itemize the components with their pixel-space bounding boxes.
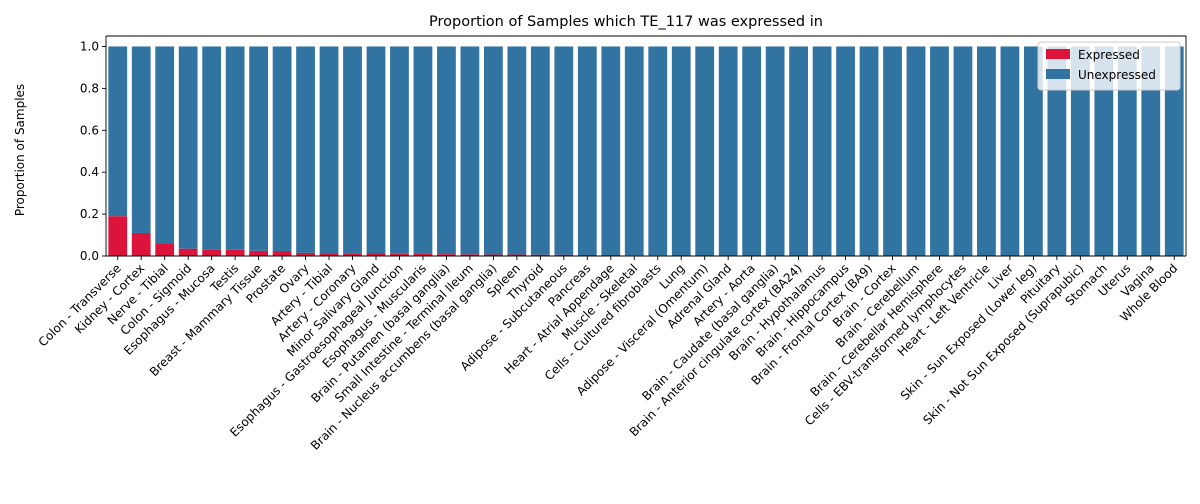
legend-label-unexpressed: Unexpressed <box>1078 68 1156 82</box>
expressed-bar-17 <box>507 254 527 256</box>
unexpressed-bar-10 <box>343 46 362 254</box>
unexpressed-bar-42 <box>1094 46 1114 257</box>
expressed-bar-1 <box>131 232 151 256</box>
y-tick-label-0: 0.0 <box>80 249 99 263</box>
expressed-bar-3 <box>178 248 198 256</box>
unexpressed-bar-2 <box>155 46 175 244</box>
expressed-bar-13 <box>413 253 433 256</box>
expressed-bar-6 <box>249 250 268 256</box>
expressed-bar-4 <box>202 249 222 256</box>
y-tick-label-4: 0.8 <box>80 81 99 95</box>
unexpressed-bar-44 <box>1141 46 1161 257</box>
unexpressed-bar-28 <box>765 46 785 257</box>
unexpressed-bar-17 <box>507 46 527 255</box>
unexpressed-bar-40 <box>1047 46 1067 257</box>
unexpressed-bar-24 <box>671 46 691 257</box>
legend-swatch-expressed <box>1046 49 1070 59</box>
expressed-bar-15 <box>460 254 480 256</box>
y-tick-label-5: 1.0 <box>80 39 99 53</box>
chart-title: Proportion of Samples which TE_117 was e… <box>429 14 823 30</box>
unexpressed-bar-7 <box>272 46 292 251</box>
unexpressed-bar-1 <box>131 46 151 233</box>
expressed-bar-20 <box>577 254 597 256</box>
unexpressed-bar-37 <box>977 46 996 257</box>
expressed-bar-12 <box>390 253 409 256</box>
expressed-bar-14 <box>437 254 456 256</box>
legend: Expressed Unexpressed <box>1037 41 1181 91</box>
unexpressed-bar-3 <box>178 46 198 249</box>
unexpressed-bar-36 <box>953 46 973 257</box>
unexpressed-bar-6 <box>249 46 268 251</box>
unexpressed-bar-27 <box>742 46 762 257</box>
unexpressed-bar-43 <box>1117 46 1137 257</box>
unexpressed-bar-9 <box>319 46 339 254</box>
unexpressed-bar-8 <box>296 46 315 253</box>
unexpressed-bar-22 <box>624 46 644 256</box>
unexpressed-bar-18 <box>530 46 550 255</box>
legend-box <box>1037 41 1181 91</box>
expressed-bar-9 <box>319 253 339 256</box>
unexpressed-bar-25 <box>695 46 715 257</box>
unexpressed-bar-35 <box>930 46 949 257</box>
legend-swatch-unexpressed <box>1046 69 1070 79</box>
unexpressed-bar-11 <box>366 46 386 254</box>
bars-layer <box>108 46 1184 257</box>
expressed-bar-5 <box>225 249 245 256</box>
unexpressed-bar-16 <box>484 46 503 255</box>
expressed-bar-2 <box>155 243 175 256</box>
expressed-bar-11 <box>366 253 386 256</box>
unexpressed-bar-26 <box>718 46 738 257</box>
y-tick-label-2: 0.4 <box>80 165 99 179</box>
unexpressed-bar-5 <box>225 46 245 250</box>
unexpressed-bar-4 <box>202 46 222 250</box>
unexpressed-bar-0 <box>108 46 128 217</box>
legend-label-expressed: Expressed <box>1078 48 1140 62</box>
unexpressed-bar-34 <box>906 46 926 257</box>
unexpressed-bar-33 <box>883 46 902 257</box>
unexpressed-bar-13 <box>413 46 433 254</box>
unexpressed-bar-29 <box>789 46 808 257</box>
expressed-bar-0 <box>108 216 128 256</box>
unexpressed-bar-41 <box>1070 46 1090 257</box>
unexpressed-bar-39 <box>1024 46 1043 257</box>
unexpressed-bar-30 <box>812 46 832 257</box>
expressed-bar-19 <box>554 254 574 256</box>
expressed-bar-8 <box>296 252 315 256</box>
unexpressed-bar-19 <box>554 46 574 255</box>
unexpressed-bar-32 <box>859 46 879 257</box>
unexpressed-bar-31 <box>836 46 855 257</box>
unexpressed-bar-14 <box>437 46 456 255</box>
expressed-bar-21 <box>601 254 621 256</box>
unexpressed-bar-23 <box>648 46 668 256</box>
expressed-bar-10 <box>343 253 362 256</box>
y-tick-label-3: 0.6 <box>80 123 99 137</box>
y-axis-label: Proportion of Samples <box>13 84 27 216</box>
expressed-bar-7 <box>272 250 292 256</box>
unexpressed-bar-15 <box>460 46 480 255</box>
unexpressed-bar-21 <box>601 46 621 255</box>
expressed-bar-16 <box>484 254 503 256</box>
unexpressed-bar-45 <box>1164 46 1184 257</box>
y-tick-label-1: 0.2 <box>80 207 99 221</box>
unexpressed-bar-12 <box>390 46 409 254</box>
unexpressed-bar-20 <box>577 46 597 255</box>
unexpressed-bar-38 <box>1000 46 1020 257</box>
expressed-bar-18 <box>530 254 550 256</box>
